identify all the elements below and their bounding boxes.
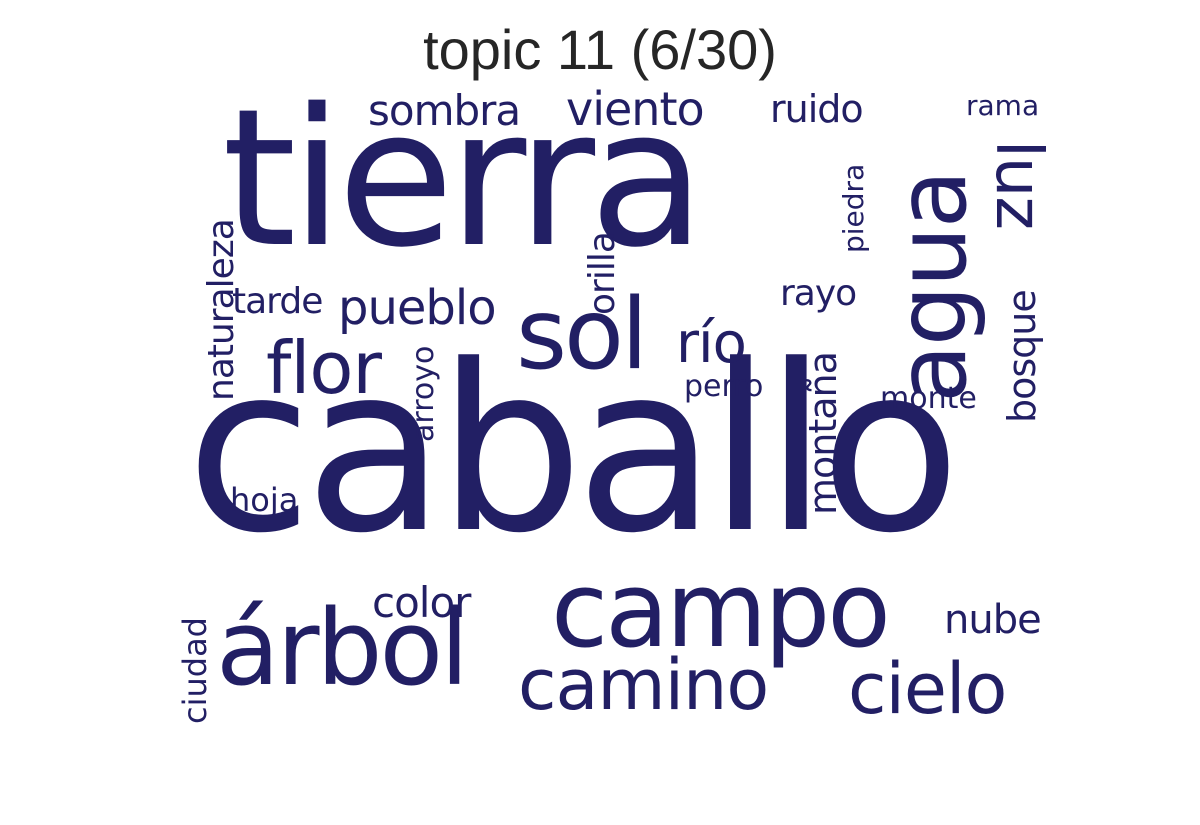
- word-ciudad: ciudad: [176, 617, 214, 724]
- word-ruido: ruido: [770, 87, 864, 131]
- page-title: topic 11 (6/30): [423, 18, 777, 81]
- word-arroyo: arroyo: [406, 345, 441, 442]
- word-nube: nube: [944, 597, 1042, 643]
- word-rio: río: [676, 311, 747, 376]
- word-orilla: orilla: [582, 232, 623, 315]
- word-luz: luz: [981, 140, 1055, 229]
- word-sombra: sombra: [368, 86, 521, 135]
- word-sol: sol: [516, 278, 648, 392]
- word-piedra: piedra: [837, 163, 870, 253]
- word-monte: monte: [880, 381, 977, 416]
- word-agua: agua: [876, 171, 988, 403]
- word-cielo: cielo: [848, 648, 1007, 730]
- word-campo: campo: [551, 549, 891, 671]
- word-caballo: caballo: [186, 317, 961, 584]
- word-color: color: [372, 578, 471, 627]
- word-bosque: bosque: [1000, 290, 1044, 423]
- word-rayo: rayo: [780, 273, 857, 314]
- word-tarde: tarde: [232, 281, 323, 322]
- word-hoja: hoja: [230, 481, 299, 519]
- word-arbol: árbol: [216, 587, 469, 709]
- word-camino: camino: [518, 644, 769, 726]
- word-pueblo: pueblo: [338, 280, 497, 336]
- word-flor: flor: [266, 326, 382, 410]
- word-tierra: tierra: [222, 68, 706, 289]
- word-rama: rama: [966, 89, 1040, 122]
- word-montana: montaña: [801, 352, 845, 515]
- word-perro: perro: [684, 369, 764, 404]
- word-viento: viento: [566, 82, 705, 136]
